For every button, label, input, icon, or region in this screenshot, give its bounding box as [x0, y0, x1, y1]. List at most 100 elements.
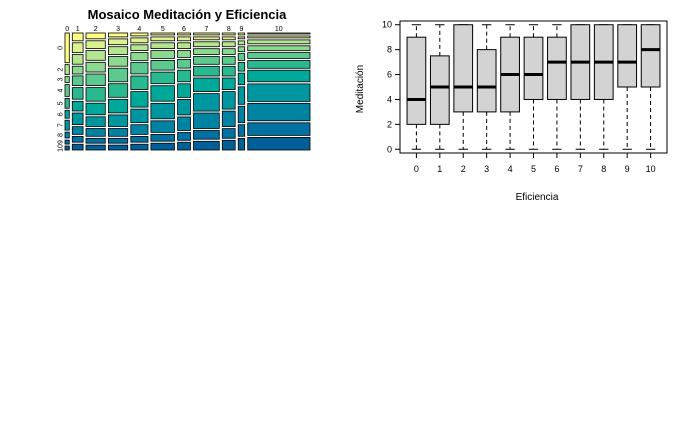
mosaic-tile — [237, 86, 246, 105]
mosaic-x-tick-5: 5 — [161, 26, 165, 33]
boxplot-y-axis-label: Meditación — [355, 65, 366, 113]
mosaic-tile — [130, 124, 149, 135]
mosaic-y-tick-9: 9 — [58, 140, 65, 144]
mosaic-tile — [221, 110, 236, 127]
box-7 — [570, 24, 591, 150]
mosaic-tile — [193, 56, 220, 65]
mosaic-tile — [193, 112, 220, 129]
mosaic-tile — [108, 83, 129, 98]
mosaic-tile — [177, 83, 191, 98]
mosaic-tile — [85, 61, 106, 73]
mosaic-y-tick-3: 3 — [58, 78, 65, 82]
mosaic-tile — [193, 48, 220, 55]
mosaic-tile — [71, 112, 84, 126]
mosaic-title: Mosaico Meditación y Eficiencia — [88, 7, 287, 22]
mosaic-tile — [237, 62, 246, 72]
mosaic-tile — [85, 144, 106, 151]
box-10 — [640, 24, 661, 150]
mosaic-x-tick-8: 8 — [227, 26, 231, 33]
mosaic-x-tick-4: 4 — [137, 26, 141, 33]
mosaic-tile — [85, 128, 106, 137]
box-8 — [593, 24, 614, 150]
x-tick-label: 1 — [437, 164, 442, 174]
mosaic-tile — [64, 32, 70, 64]
mosaic-tile — [150, 142, 175, 151]
y-tick-label: 4 — [387, 94, 392, 104]
box-4 — [500, 24, 520, 150]
mosaic-y-tick-0: 0 — [58, 46, 65, 50]
mosaic-tile — [150, 36, 175, 42]
mosaic-y-tick-8: 8 — [58, 133, 65, 137]
box-body — [453, 24, 474, 113]
mosaic-tile — [221, 77, 236, 91]
mosaic-tile — [150, 42, 175, 49]
box-0 — [406, 24, 427, 150]
x-tick-label: 6 — [554, 164, 559, 174]
mosaic-tile — [108, 128, 129, 137]
mosaic-tile — [150, 85, 175, 102]
mosaic-tile — [108, 67, 129, 83]
mosaic-tile — [85, 102, 106, 116]
mosaic-tile — [130, 91, 149, 108]
mosaic-tile — [237, 46, 246, 53]
boxplot-x-axis-label: Eficiencia — [516, 192, 559, 203]
mosaic-tile — [130, 75, 149, 91]
mosaic-y-tick-5: 5 — [58, 101, 65, 105]
mosaic-tile — [71, 126, 84, 135]
x-tick-label: 8 — [601, 164, 606, 174]
mosaic-tile — [193, 77, 220, 93]
mosaic-tile — [150, 32, 175, 36]
box-body — [429, 55, 450, 125]
mosaic-x-tick-labels: 0 1 2 3 4 5 6 7 8 9 10 — [65, 26, 283, 33]
mosaic-tile — [108, 56, 129, 67]
boxplot-chart: 0 2 4 6 8 10 0 1 2 3 4 5 6 7 8 9 10 Eficiencia Meditaci… — [355, 20, 668, 203]
mosaic-tile — [221, 36, 236, 41]
box-body — [523, 36, 544, 100]
mosaic-tile — [85, 137, 106, 144]
mosaic-tile — [247, 39, 311, 45]
mosaic-tile — [85, 73, 106, 87]
mosaic-tile — [177, 116, 191, 131]
mosaic-tile — [130, 52, 149, 61]
mosaic-tile — [108, 114, 129, 127]
box-body — [547, 36, 567, 100]
mosaic-x-tick-9: 9 — [239, 26, 243, 33]
mosaic-tile — [177, 36, 191, 42]
boxplot-y-axis: 0 2 4 6 8 10 — [382, 20, 400, 154]
mosaic-tile — [237, 72, 246, 86]
y-tick-label: 10 — [382, 20, 392, 30]
mosaic-tile — [150, 120, 175, 133]
mosaic-tile — [108, 46, 129, 55]
mosaic-tile — [71, 75, 84, 87]
mosaic-y-tick-4: 4 — [58, 88, 65, 92]
mosaic-tile — [177, 32, 191, 36]
mosaic-tile — [150, 71, 175, 85]
mosaic-tile — [130, 61, 149, 75]
x-tick-label: 7 — [578, 164, 583, 174]
mosaic-y-tick-7: 7 — [58, 123, 65, 127]
mosaic-tile — [85, 87, 106, 102]
box-2 — [453, 24, 474, 150]
y-tick-label: 8 — [387, 45, 392, 55]
mosaic-tile — [247, 102, 311, 122]
mosaic-tile — [177, 99, 191, 116]
mosaic-tile — [64, 76, 70, 83]
x-tick-label: 10 — [646, 164, 656, 174]
mosaic-tile — [193, 36, 220, 41]
mosaic-tile — [150, 102, 175, 120]
x-tick-label: 3 — [484, 164, 489, 174]
boxplot-boxes — [406, 24, 661, 150]
mosaic-tile — [247, 69, 311, 83]
mosaic-tile — [71, 32, 84, 42]
x-tick-label: 4 — [508, 164, 513, 174]
mosaic-tile — [247, 52, 311, 59]
mosaic-tile — [177, 141, 191, 151]
mosaic-tile — [193, 130, 220, 140]
mosaic-tile — [221, 32, 236, 36]
box-body — [617, 24, 638, 88]
mosaic-tile — [177, 132, 191, 141]
mosaic-x-tick-2: 2 — [94, 26, 98, 33]
mosaic-tile — [85, 40, 106, 49]
mosaic-tile — [237, 53, 246, 61]
